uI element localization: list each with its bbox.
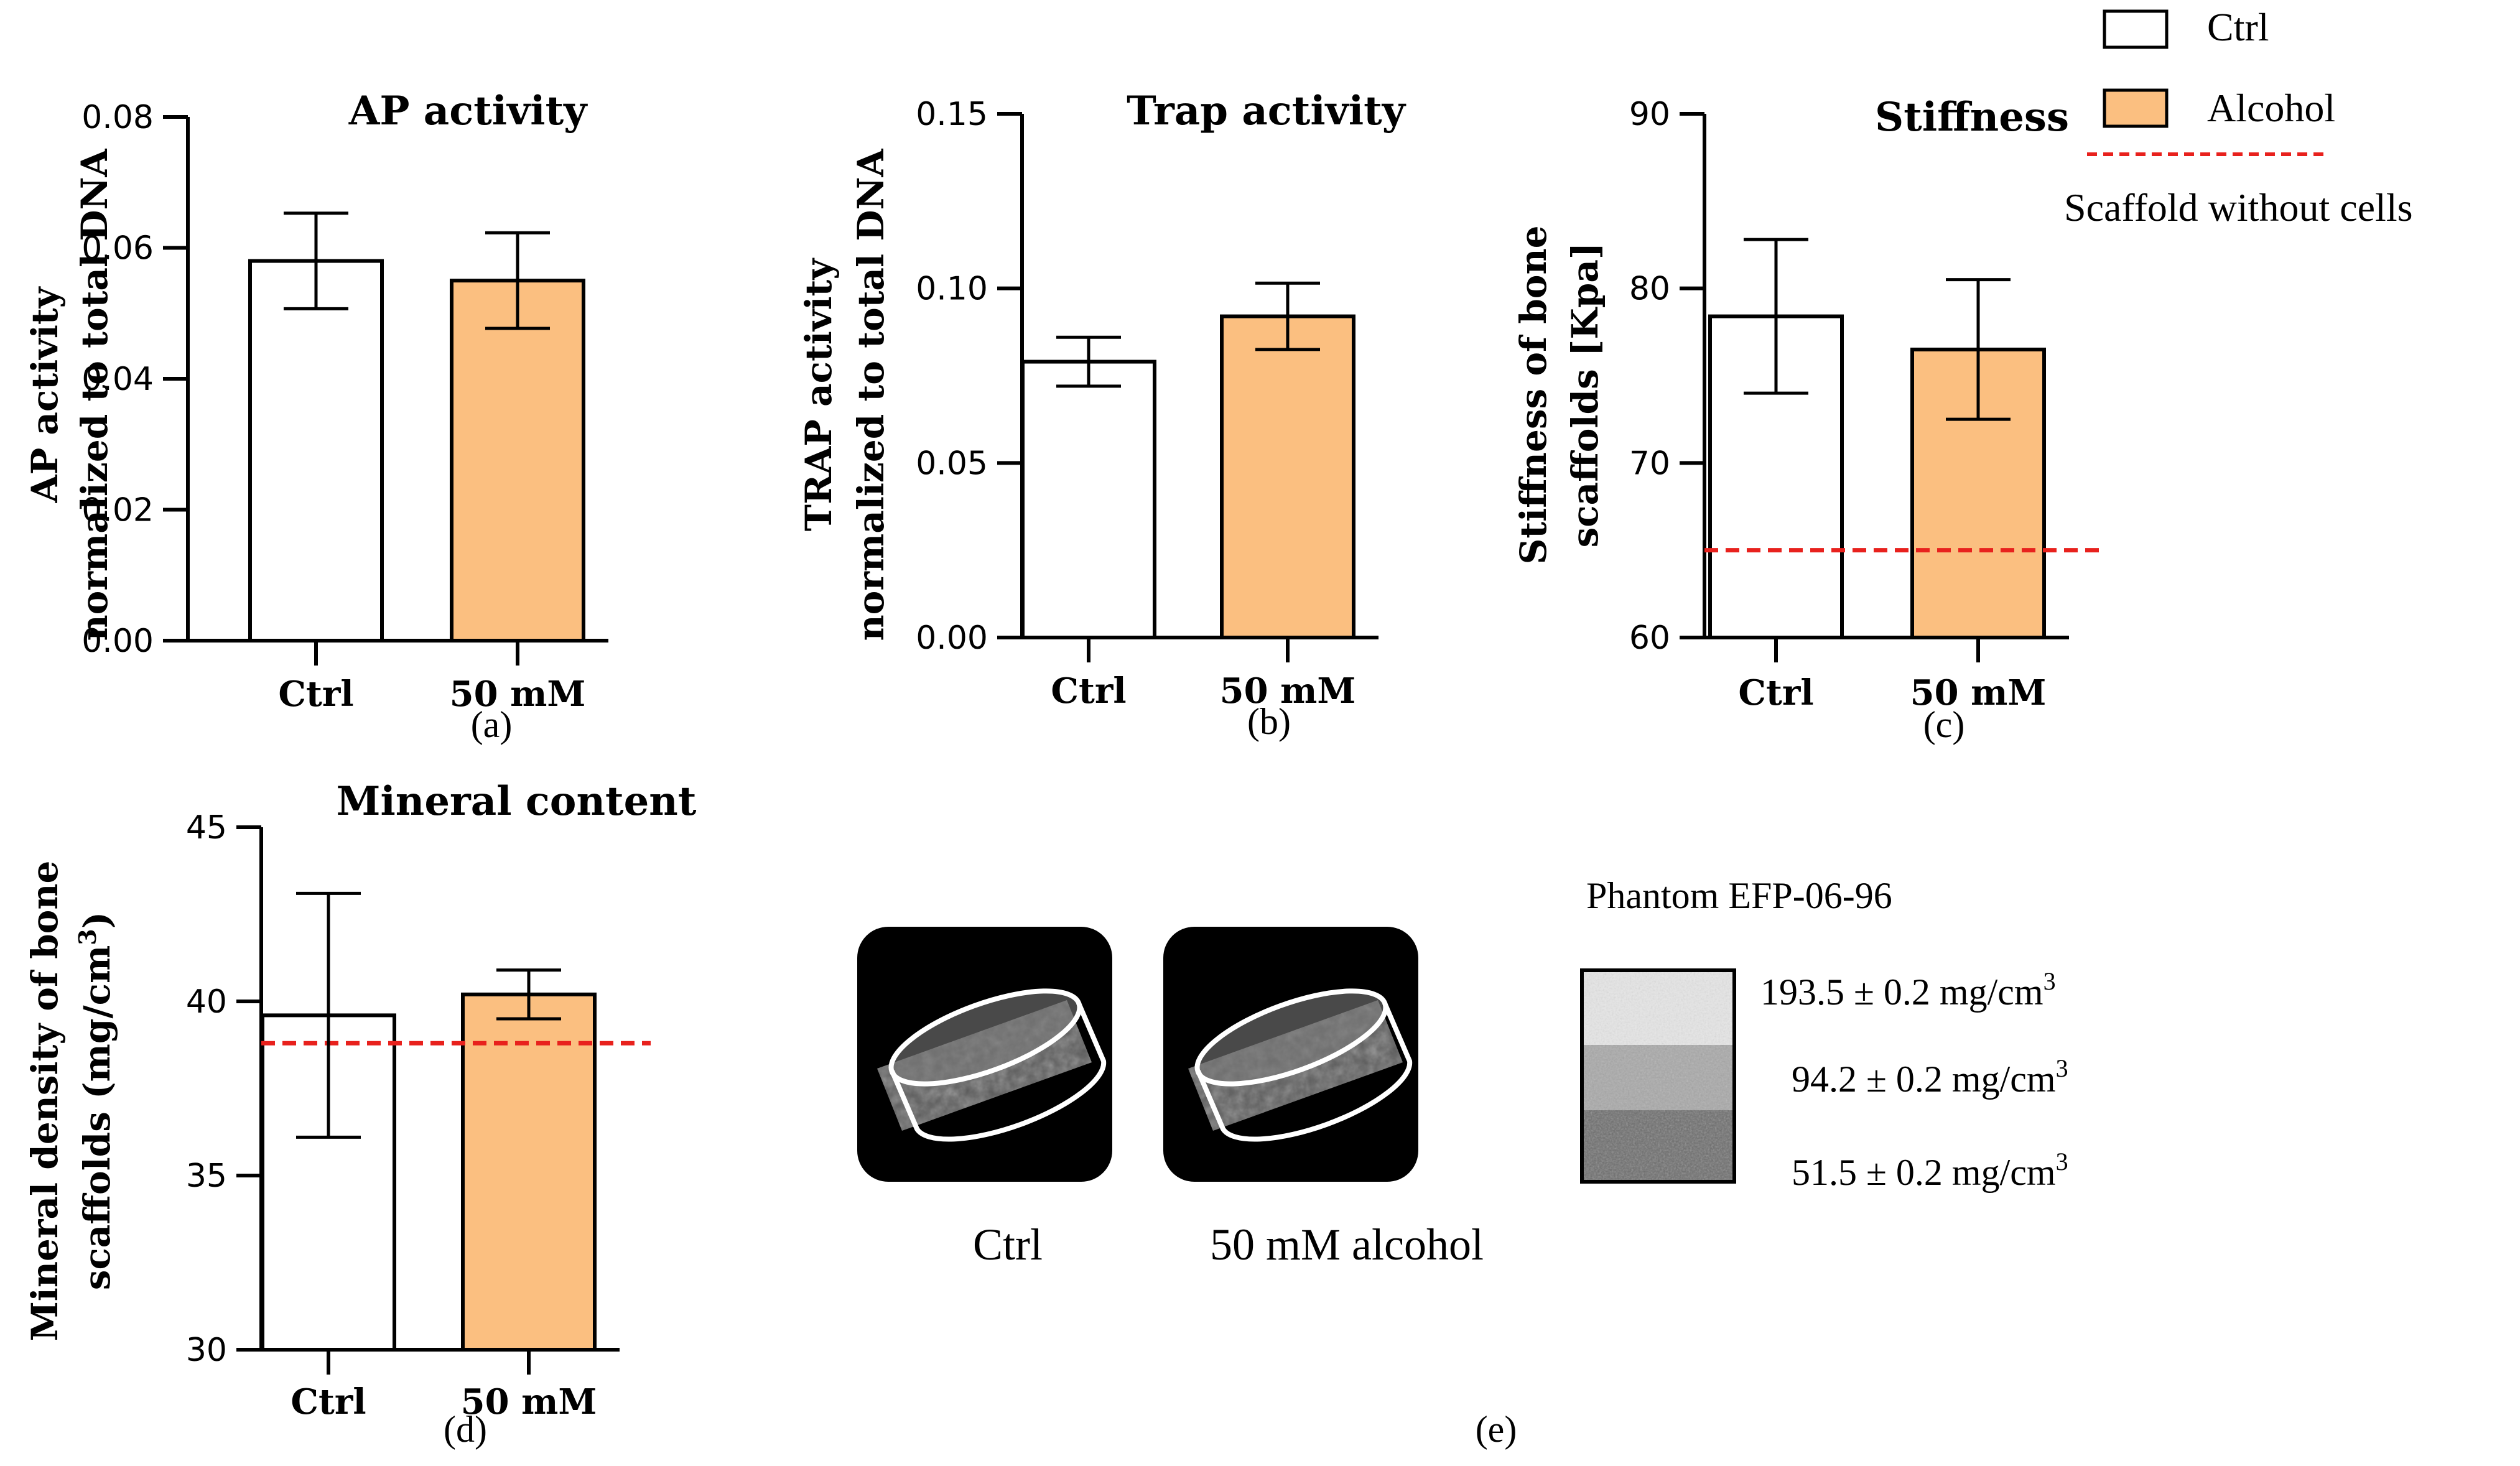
- panel-b-ytick-label: 0.10: [916, 271, 988, 308]
- panel-a-title: AP activity: [348, 88, 588, 134]
- panel-d-category-label: Ctrl: [291, 1381, 366, 1422]
- panel-d-ylabel-line2: scaffolds (mg/cm3): [73, 912, 118, 1290]
- panel-a-category-label: Ctrl: [278, 674, 353, 715]
- legend-alcohol-swatch: [2103, 88, 2169, 128]
- panel-c-ytick-label: 80: [1629, 271, 1670, 308]
- panel-d-ylabel-line2-text: scaffolds (mg/cm: [76, 945, 118, 1291]
- panel-a-category-label: 50 mM: [450, 674, 586, 715]
- ct-ctrl-label: Ctrl: [973, 1220, 1043, 1269]
- panel-d-ytick-label: 40: [186, 983, 227, 1021]
- panel-b-bar-alcohol: [1220, 314, 1355, 640]
- panel-d-ylabel-sup: 3: [73, 929, 101, 945]
- panel-c-category-label: 50 mM: [1910, 672, 2047, 713]
- phantom-density-mid-sup: 3: [2056, 1054, 2068, 1082]
- panel-c-label: (c): [1923, 704, 1965, 745]
- phantom-title: Phantom EFP-06-96: [1586, 875, 1892, 916]
- panel-a-chart: AP activity AP activity normalized to to…: [24, 88, 608, 745]
- panel-d-ylabel-line1: Mineral density of bone: [24, 861, 66, 1342]
- panel-c-title: Stiffness: [1875, 94, 2069, 141]
- panel-c-ytick-label: 70: [1629, 445, 1670, 482]
- panel-c-error-bar-ctrl: [1744, 238, 1808, 395]
- phantom-image: [1580, 968, 1736, 1184]
- panel-c-chart: Stiffness Stiffness of bone scaffolds [K…: [1512, 94, 2100, 745]
- panel-d-category-label: 50 mM: [461, 1381, 597, 1422]
- panel-b-label: (b): [1247, 701, 1291, 742]
- panel-b-ytick-label: 0.05: [916, 445, 988, 482]
- panel-b-ytick-label: 0.00: [916, 619, 988, 657]
- panel-b-title: Trap activity: [1127, 88, 1406, 134]
- phantom-density-high-text: 193.5 ± 0.2 mg/cm: [1760, 972, 2043, 1013]
- phantom-density-low-text: 51.5 ± 0.2 mg/cm: [1792, 1152, 2056, 1193]
- panel-a-ytick-label: 0.04: [81, 361, 154, 398]
- ct-image-ctrl: [857, 927, 1112, 1182]
- legend-alcohol-label: Alcohol: [2207, 86, 2335, 130]
- panel-d-ytick-label: 35: [186, 1157, 227, 1195]
- phantom-density-low-sup: 3: [2056, 1148, 2068, 1176]
- panel-a-error-bar-ctrl: [284, 211, 348, 310]
- legend-ctrl-swatch: [2103, 9, 2169, 49]
- panel-a-ylabel-line2: normalized to total DNA: [73, 148, 116, 641]
- panel-a-bar-ctrl: [248, 259, 384, 643]
- panel-d-title: Mineral content: [337, 778, 697, 825]
- panel-d-ytick-label: 30: [186, 1332, 227, 1369]
- panel-a-label: (a): [471, 704, 513, 745]
- panel-a-ytick-label: 0.00: [81, 623, 154, 660]
- panel-b-error-bar-ctrl: [1056, 335, 1121, 388]
- panel-c-ytick-label: 60: [1629, 619, 1670, 657]
- panel-c-ytick-label: 90: [1629, 96, 1670, 133]
- panel-c-error-bar-alcohol: [1946, 278, 2011, 421]
- panel-a-ytick-label: 0.02: [81, 492, 154, 529]
- panel-d-ylabel-end: ): [76, 912, 118, 929]
- panel-e: Ctrl 50 mM alcohol Phantom EFP-06-96 193…: [857, 875, 2068, 1450]
- panel-b-chart: Trap activity TRAP activity normalized t…: [797, 88, 1406, 742]
- panel-b-category-label: Ctrl: [1051, 670, 1126, 712]
- panel-d-label: (d): [444, 1409, 487, 1450]
- panel-c-category-label: Ctrl: [1738, 672, 1813, 713]
- panel-d-chart: Mineral content Mineral density of bone …: [24, 778, 697, 1450]
- phantom-density-mid: 94.2 ± 0.2 mg/cm3: [1792, 1054, 2068, 1100]
- ct-image-alcohol: [1163, 927, 1418, 1182]
- legend: Ctrl Alcohol Scaffold without cells: [2064, 5, 2413, 230]
- panel-e-label: (e): [1476, 1409, 1517, 1450]
- panel-a-error-bar-alcohol: [485, 231, 550, 330]
- panel-d-error-bar-ctrl: [296, 891, 361, 1139]
- panel-b-category-label: 50 mM: [1220, 670, 1356, 712]
- panel-c-ylabel-line2: scaffolds [Kpa]: [1564, 243, 1606, 548]
- legend-ctrl-label: Ctrl: [2207, 5, 2269, 49]
- phantom-density-high-sup: 3: [2043, 967, 2056, 995]
- phantom-density-low: 51.5 ± 0.2 mg/cm3: [1792, 1148, 2068, 1193]
- panel-b-ylabel-line1: TRAP activity: [797, 257, 840, 531]
- panel-b-bar-ctrl: [1021, 360, 1156, 640]
- legend-scaffold-label: Scaffold without cells: [2064, 185, 2413, 230]
- panel-c-ylabel-line1: Stiffness of bone: [1512, 225, 1555, 564]
- phantom-density-high: 193.5 ± 0.2 mg/cm3: [1760, 967, 2056, 1013]
- panel-b-ylabel-line2: normalized to total DNA: [850, 148, 892, 641]
- panel-d-bar-alcohol: [461, 992, 597, 1352]
- panel-b-error-bar-alcohol: [1255, 281, 1320, 351]
- panel-d-ytick-label: 45: [186, 809, 227, 847]
- phantom-density-mid-text: 94.2 ± 0.2 mg/cm: [1792, 1059, 2056, 1100]
- panel-b-ytick-label: 0.15: [916, 96, 988, 133]
- panel-d-error-bar-alcohol: [496, 968, 561, 1021]
- panel-a-ytick-label: 0.06: [81, 230, 154, 267]
- ct-alcohol-label: 50 mM alcohol: [1210, 1220, 1484, 1269]
- panel-a-bar-alcohol: [450, 279, 585, 643]
- panel-a-ylabel-line1: AP activity: [24, 285, 66, 503]
- panel-a-ytick-label: 0.08: [81, 99, 154, 136]
